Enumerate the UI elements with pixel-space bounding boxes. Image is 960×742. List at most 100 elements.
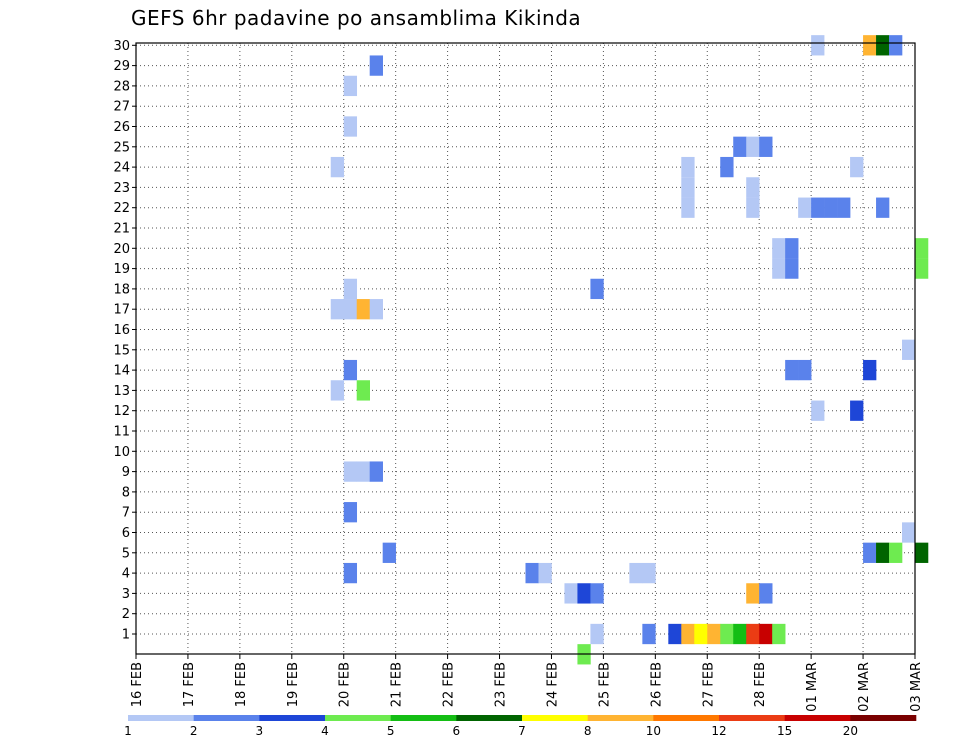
y-tick-label: 13 — [113, 384, 130, 399]
heatmap-cell — [837, 197, 851, 218]
colorbar-label: 7 — [518, 724, 526, 738]
x-tick-label: 22 FEB — [442, 662, 457, 707]
heatmap-cell — [824, 197, 838, 218]
y-tick-label: 17 — [113, 303, 130, 318]
colorbar-label: 3 — [256, 724, 264, 738]
y-tick-label: 9 — [122, 465, 130, 480]
heatmap-cell — [642, 562, 656, 584]
y-tick-label: 5 — [122, 546, 130, 561]
heatmap-cell — [876, 542, 890, 563]
heatmap-cell — [538, 562, 552, 584]
heatmap-cell — [356, 461, 370, 482]
heatmap-cell — [863, 35, 877, 56]
y-tick-label: 30 — [113, 39, 130, 54]
x-tick-label: 25 FEB — [597, 662, 612, 707]
heatmap-cell — [369, 55, 383, 76]
y-tick-label: 12 — [113, 404, 130, 419]
y-tick-label: 28 — [113, 79, 130, 94]
heatmap-cell — [850, 156, 864, 178]
heatmap-cell — [369, 299, 383, 320]
heatmap-cell — [681, 623, 695, 645]
heatmap-cell — [343, 359, 358, 381]
x-tick-label: 24 FEB — [545, 662, 560, 707]
colorbar-segment — [784, 715, 851, 721]
heatmap-cell — [707, 623, 721, 645]
heatmap-cell — [746, 136, 760, 157]
colorbar-label: 12 — [711, 724, 726, 738]
heatmap-cell — [902, 339, 916, 360]
colorbar-segment — [719, 715, 785, 721]
x-tick-label: 21 FEB — [390, 662, 405, 707]
colorbar-segment — [325, 715, 391, 721]
heatmap-cell — [369, 461, 383, 482]
colorbar-label: 15 — [777, 724, 792, 738]
y-tick-label: 8 — [122, 485, 130, 500]
colorbar-segment — [259, 715, 326, 721]
heatmap-cell — [876, 197, 890, 218]
heatmap-cell — [915, 258, 929, 279]
heatmap-cell — [356, 299, 370, 320]
heatmap-cell — [850, 400, 864, 421]
y-tick-label: 25 — [113, 140, 130, 155]
heatmap-cell — [343, 116, 358, 137]
heatmap-cell — [746, 177, 760, 198]
heatmap-cell — [720, 156, 734, 178]
heatmap-cell — [902, 522, 916, 543]
y-tick-label: 1 — [122, 628, 130, 643]
y-tick-label: 14 — [113, 364, 130, 379]
y-tick-label: 21 — [113, 222, 130, 237]
x-tick-label: 20 FEB — [338, 662, 353, 707]
y-tick-label: 16 — [113, 323, 130, 338]
x-tick-label: 17 FEB — [182, 662, 197, 707]
heatmap-cell — [356, 380, 370, 401]
heatmap-cell — [746, 197, 760, 218]
heatmap-cell — [343, 299, 358, 320]
colorbar-label: 6 — [453, 724, 461, 738]
heatmap-cell — [330, 299, 345, 320]
y-tick-label: 18 — [113, 282, 130, 297]
heatmap-cell — [330, 156, 345, 178]
heatmap-cell — [590, 583, 604, 604]
heatmap-cell — [733, 136, 747, 157]
y-tick-label: 10 — [113, 445, 130, 460]
heatmap-cell — [798, 197, 812, 218]
y-tick-label: 24 — [113, 161, 130, 176]
colorbar-segment — [653, 715, 720, 721]
heatmap-cell — [759, 583, 773, 604]
x-tick-label: 01 MAR — [805, 662, 820, 712]
heatmap-cell — [876, 35, 890, 56]
heatmap-cell — [811, 400, 825, 421]
x-tick-label: 18 FEB — [234, 662, 249, 707]
heatmap-cell — [772, 258, 786, 279]
colorbar-segment — [456, 715, 523, 721]
heatmap-cell — [915, 542, 929, 563]
colorbar-segment — [850, 715, 917, 721]
heatmap-cell — [577, 583, 591, 604]
heatmap-cell — [629, 562, 643, 584]
x-tick-label: 02 MAR — [857, 662, 872, 712]
chart-title: GEFS 6hr padavine po ansamblima Kikinda — [131, 6, 582, 30]
heatmap-cell — [343, 75, 358, 97]
heatmap-cell — [343, 461, 358, 482]
heatmap-cell — [863, 359, 877, 381]
y-tick-label: 22 — [113, 201, 130, 216]
y-tick-label: 2 — [122, 607, 130, 622]
heatmap-cell — [590, 623, 604, 645]
colorbar-label: 20 — [843, 724, 858, 738]
heatmap-cell — [772, 623, 786, 645]
x-tick-label: 03 MAR — [909, 662, 924, 712]
y-tick-label: 7 — [122, 506, 130, 521]
y-tick-label: 26 — [113, 120, 130, 135]
colorbar-segment — [522, 715, 588, 721]
colorbar-segment — [128, 715, 194, 721]
colorbar-label: 8 — [584, 724, 592, 738]
heatmap-cell — [915, 238, 929, 259]
colorbar-label: 2 — [190, 724, 198, 738]
y-tick-label: 11 — [113, 425, 130, 440]
heatmap-cell — [863, 542, 877, 563]
heatmap-cell — [590, 278, 604, 300]
y-tick-label: 27 — [113, 100, 130, 115]
heatmap-cell — [759, 623, 773, 645]
colorbar-label: 1 — [124, 724, 132, 738]
